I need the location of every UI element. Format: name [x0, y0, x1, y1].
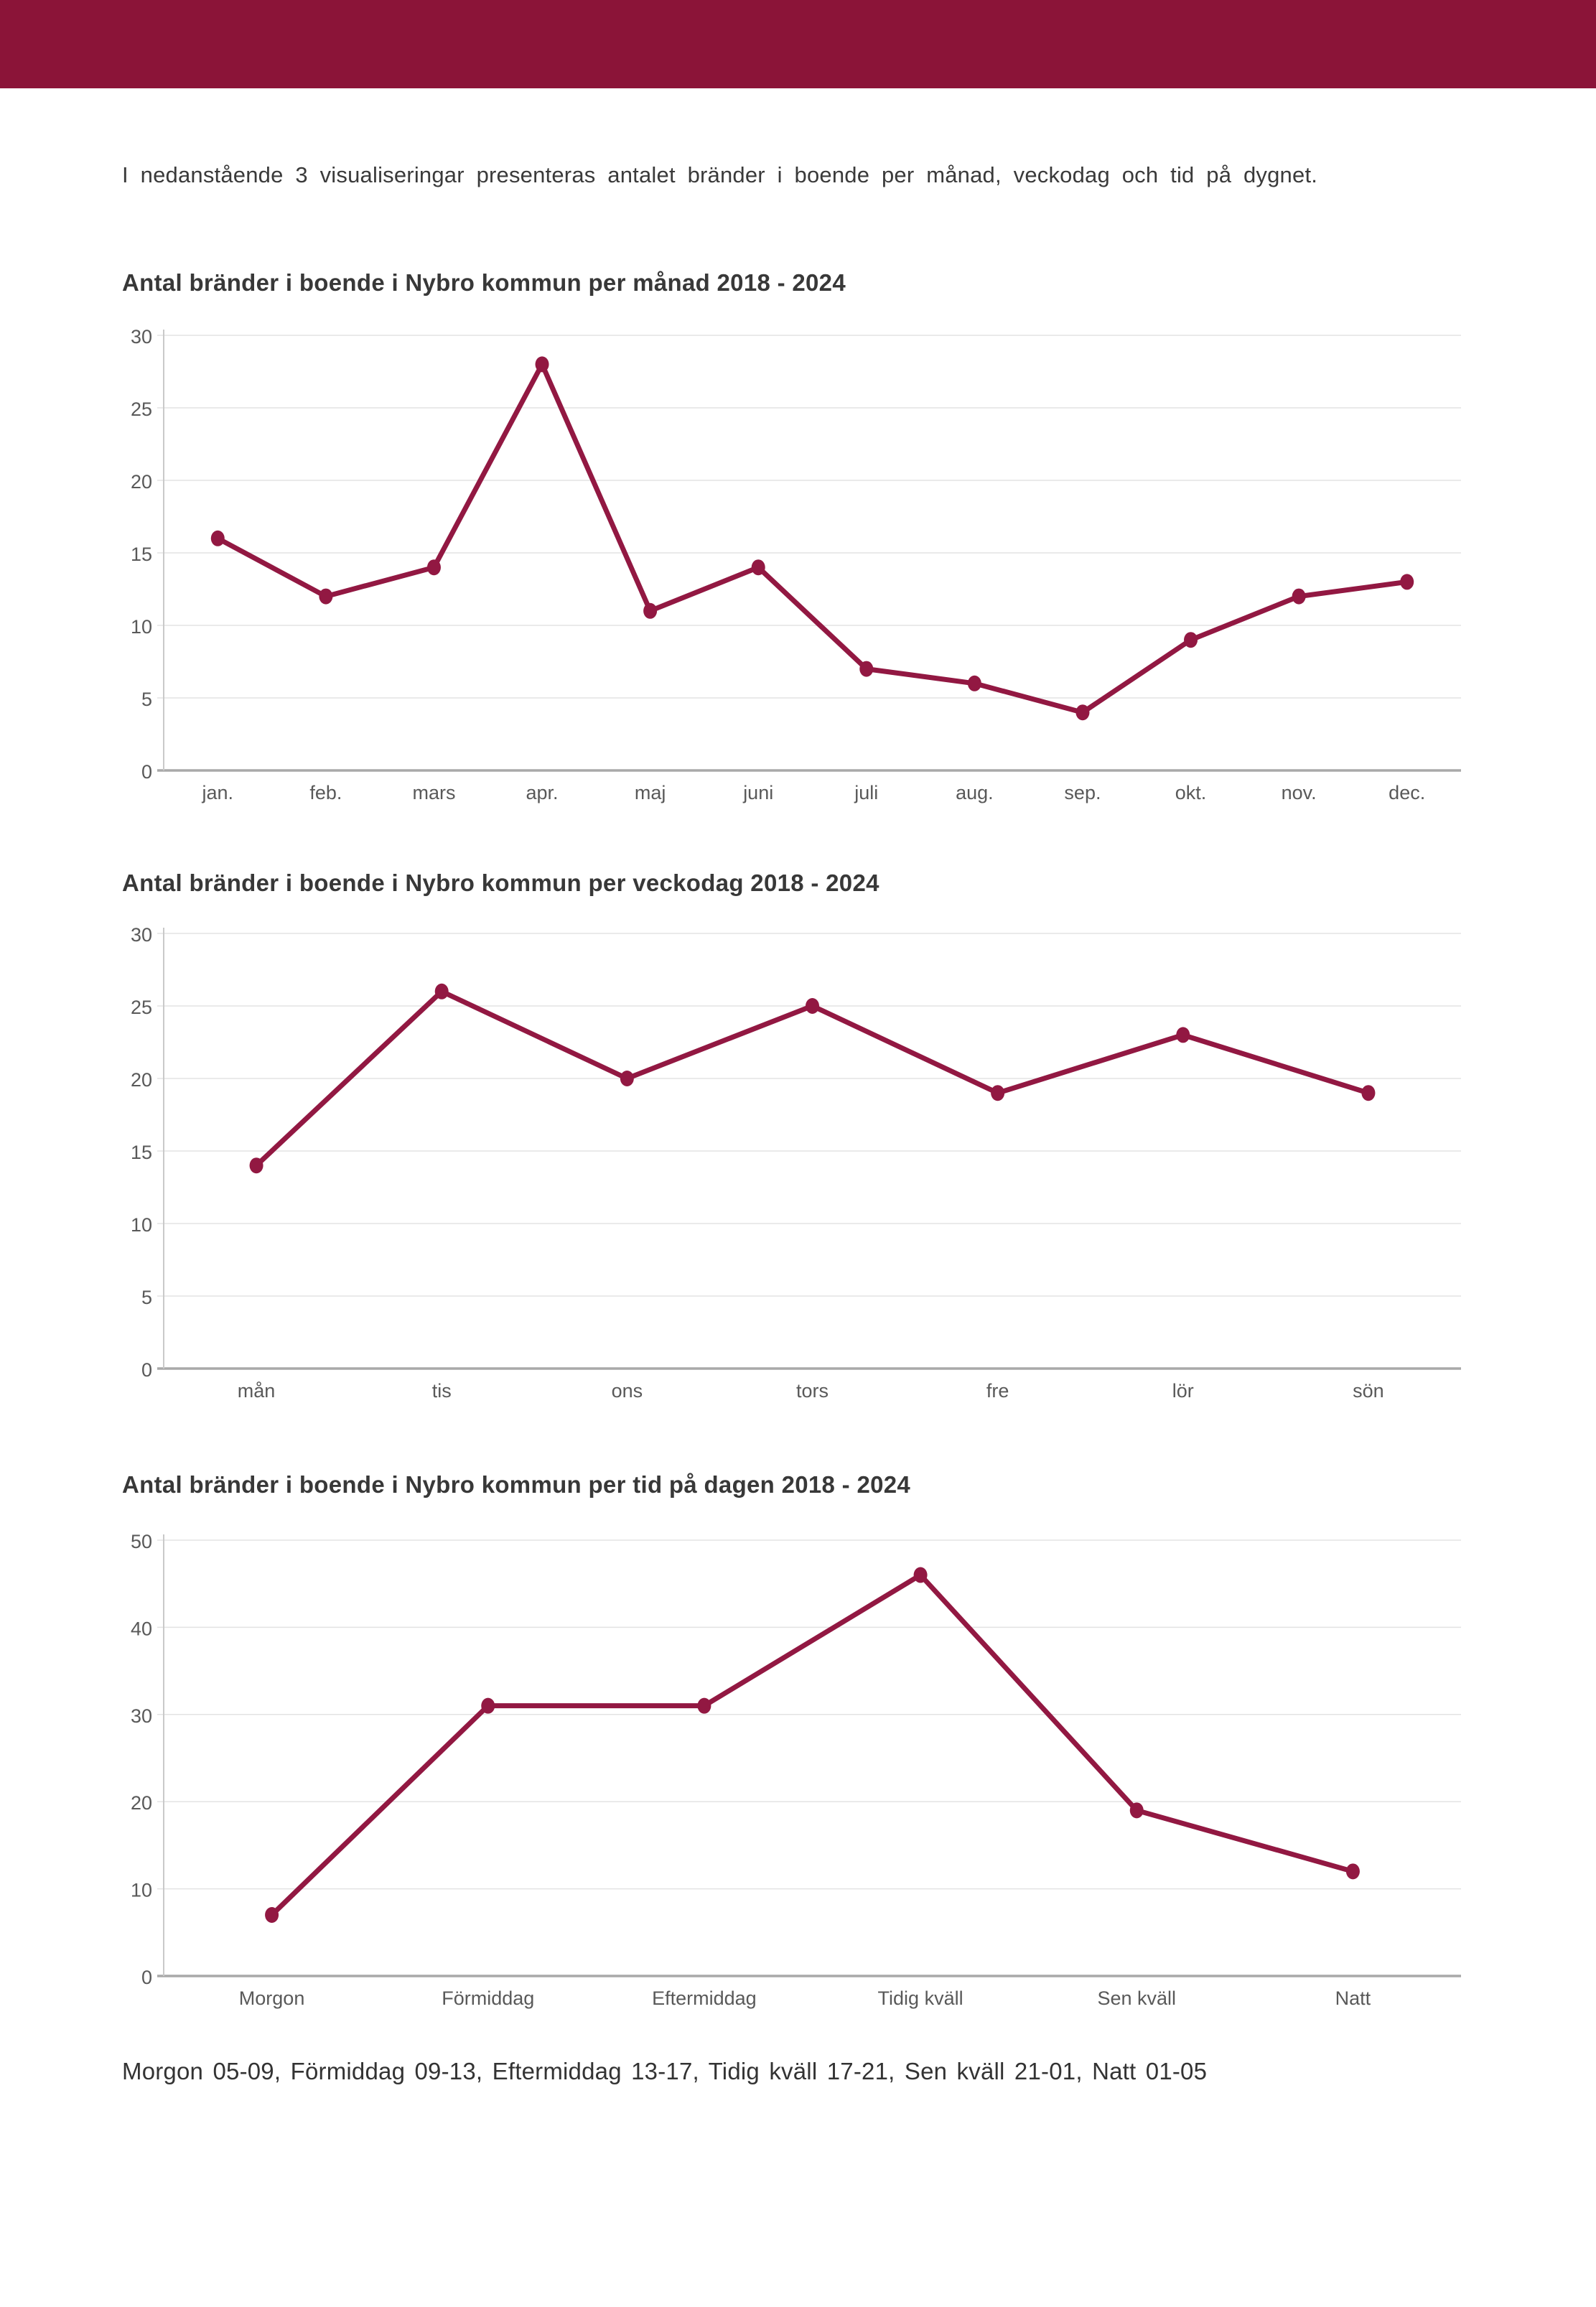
svg-text:feb.: feb. — [309, 782, 342, 803]
svg-text:okt.: okt. — [1175, 782, 1207, 803]
svg-text:juli: juli — [854, 782, 878, 803]
svg-text:mån: mån — [238, 1380, 276, 1402]
svg-text:5: 5 — [141, 1287, 152, 1308]
svg-text:0: 0 — [141, 1967, 152, 1988]
svg-text:Eftermiddag: Eftermiddag — [652, 1987, 757, 2009]
svg-text:fre: fre — [986, 1380, 1009, 1402]
svg-text:juni: juni — [742, 782, 773, 803]
footnote-text: Morgon 05-09, Förmiddag 09-13, Eftermidd… — [122, 2058, 1208, 2084]
monthly-line-chart: 0 5 10 15 20 25 30 jan. feb. mars apr. maj juni juli a… — [101, 316, 1508, 819]
svg-text:apr.: apr. — [526, 782, 559, 803]
svg-text:dec.: dec. — [1389, 782, 1425, 803]
svg-text:nov.: nov. — [1282, 782, 1317, 803]
svg-text:15: 15 — [131, 1142, 152, 1163]
svg-text:mars: mars — [412, 782, 455, 803]
svg-text:aug.: aug. — [956, 782, 994, 803]
svg-text:30: 30 — [131, 1705, 152, 1727]
monthly-chart-title: Antal bränder i boende i Nybro kommun pe… — [122, 269, 846, 297]
weekday-chart-title: Antal bränder i boende i Nybro kommun pe… — [122, 870, 879, 897]
svg-text:Tidig kväll: Tidig kväll — [878, 1987, 963, 2009]
svg-text:50: 50 — [131, 1531, 152, 1552]
svg-text:10: 10 — [131, 1880, 152, 1901]
svg-text:5: 5 — [141, 689, 152, 710]
svg-text:tors: tors — [796, 1380, 829, 1402]
svg-text:30: 30 — [131, 326, 152, 348]
svg-text:jan.: jan. — [202, 782, 234, 803]
svg-text:maj: maj — [635, 782, 666, 803]
svg-text:Natt: Natt — [1335, 1987, 1371, 2009]
intro-text: I nedanstående 3 visualiseringar present… — [122, 162, 1318, 187]
svg-text:lör: lör — [1172, 1380, 1194, 1402]
svg-text:20: 20 — [131, 1792, 152, 1814]
svg-text:0: 0 — [141, 761, 152, 783]
svg-text:25: 25 — [131, 997, 152, 1018]
svg-text:10: 10 — [131, 1214, 152, 1236]
svg-text:10: 10 — [131, 616, 152, 638]
svg-text:20: 20 — [131, 1069, 152, 1091]
svg-text:tis: tis — [432, 1380, 452, 1402]
page-header-bar — [0, 0, 1596, 88]
svg-text:Förmiddag: Förmiddag — [442, 1987, 534, 2009]
svg-text:40: 40 — [131, 1618, 152, 1639]
svg-text:sep.: sep. — [1064, 782, 1101, 803]
svg-text:15: 15 — [131, 544, 152, 565]
svg-text:30: 30 — [131, 924, 152, 946]
svg-text:Morgon: Morgon — [239, 1987, 305, 2009]
time-of-day-chart-title: Antal bränder i boende i Nybro kommun pe… — [122, 1471, 911, 1499]
svg-text:ons: ons — [612, 1380, 643, 1402]
svg-text:0: 0 — [141, 1359, 152, 1381]
svg-text:Sen kväll: Sen kväll — [1097, 1987, 1176, 2009]
time-of-day-line-chart: 0 10 20 30 40 50 Morgon Förmiddag Eftermiddag Tid… — [101, 1515, 1508, 2018]
svg-text:25: 25 — [131, 399, 152, 420]
svg-text:sön: sön — [1353, 1380, 1384, 1402]
weekday-line-chart: 0 5 10 15 20 25 30 mån tis ons tors fre lör sön — [101, 912, 1508, 1415]
svg-text:20: 20 — [131, 471, 152, 493]
